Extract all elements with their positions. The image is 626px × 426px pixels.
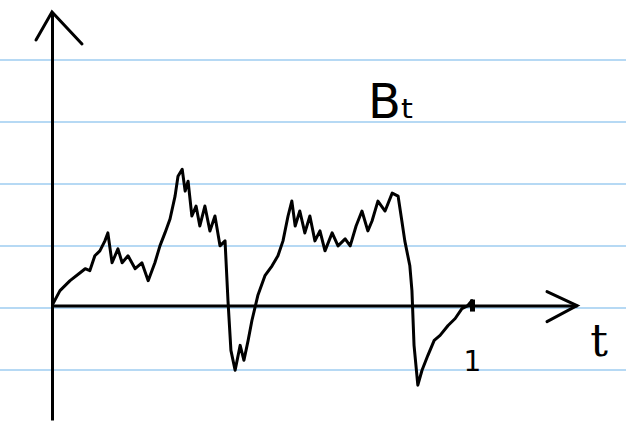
chart: 1 t Bₜ bbox=[0, 0, 626, 426]
x-tick: 1 bbox=[464, 300, 482, 379]
y-axis-line bbox=[51, 13, 54, 421]
paper-line bbox=[0, 245, 626, 246]
path-line bbox=[52, 169, 472, 385]
x-tick-label: 1 bbox=[464, 345, 482, 378]
paper-line bbox=[0, 59, 626, 60]
paper-line bbox=[0, 307, 626, 308]
paper-lines bbox=[0, 60, 626, 370]
paper-line bbox=[0, 121, 626, 122]
annotation: Bₜ bbox=[368, 73, 415, 129]
y-axis bbox=[52, 13, 53, 421]
y-arrowhead bbox=[36, 12, 82, 44]
paper-line bbox=[0, 369, 626, 370]
x-arrowhead bbox=[547, 292, 577, 322]
paper-line bbox=[0, 183, 626, 184]
axis-arrows bbox=[36, 12, 577, 322]
x-axis-line bbox=[53, 305, 578, 308]
plot-area bbox=[52, 169, 472, 385]
x-axis-title: t bbox=[590, 315, 608, 366]
x-axis: 1 bbox=[53, 300, 578, 379]
